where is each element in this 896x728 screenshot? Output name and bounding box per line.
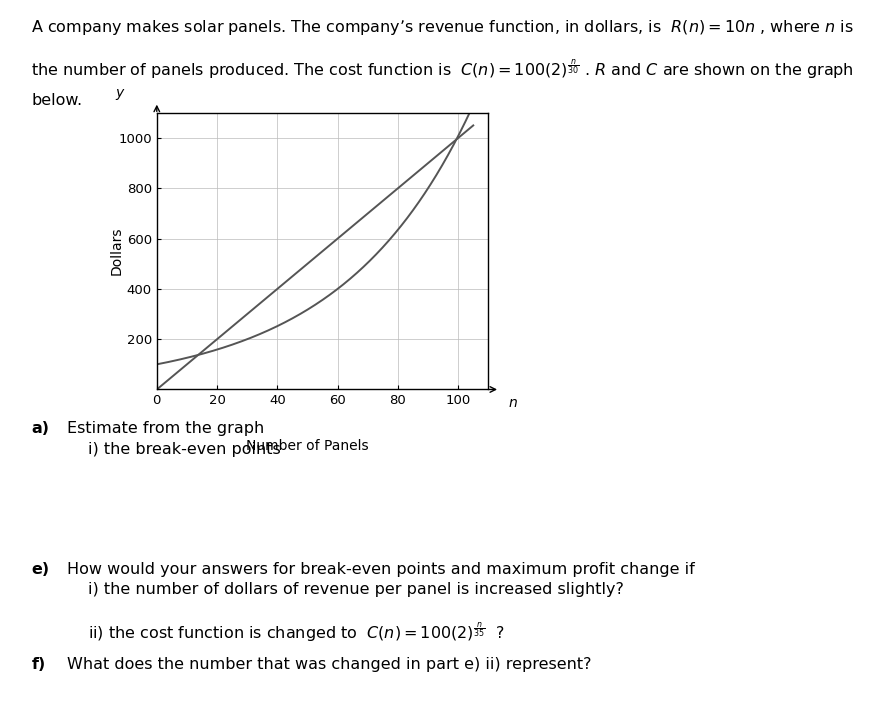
Text: Estimate from the graph: Estimate from the graph xyxy=(67,421,264,436)
Text: Number of Panels: Number of Panels xyxy=(246,438,369,453)
Text: e): e) xyxy=(31,562,49,577)
Text: A company makes solar panels. The company’s revenue function, in dollars, is  $R: A company makes solar panels. The compan… xyxy=(31,18,854,37)
Text: below.: below. xyxy=(31,93,82,108)
Text: $y$: $y$ xyxy=(116,87,126,102)
Text: Dollars: Dollars xyxy=(109,227,124,275)
Text: f): f) xyxy=(31,657,46,672)
Text: How would your answers for break-even points and maximum profit change if: How would your answers for break-even po… xyxy=(67,562,695,577)
Text: i) the break-even points: i) the break-even points xyxy=(88,442,280,457)
Text: $n$: $n$ xyxy=(508,396,518,411)
Text: a): a) xyxy=(31,421,49,436)
Text: the number of panels produced. The cost function is  $C(n) = 100(2)^{\frac{n}{30: the number of panels produced. The cost … xyxy=(31,57,854,81)
Text: What does the number that was changed in part e) ii) represent?: What does the number that was changed in… xyxy=(67,657,591,672)
Text: i) the number of dollars of revenue per panel is increased slightly?: i) the number of dollars of revenue per … xyxy=(88,582,624,598)
Text: ii) the cost function is changed to  $C(n) = 100(2)^{\frac{n}{35}}$  ?: ii) the cost function is changed to $C(n… xyxy=(88,620,504,644)
